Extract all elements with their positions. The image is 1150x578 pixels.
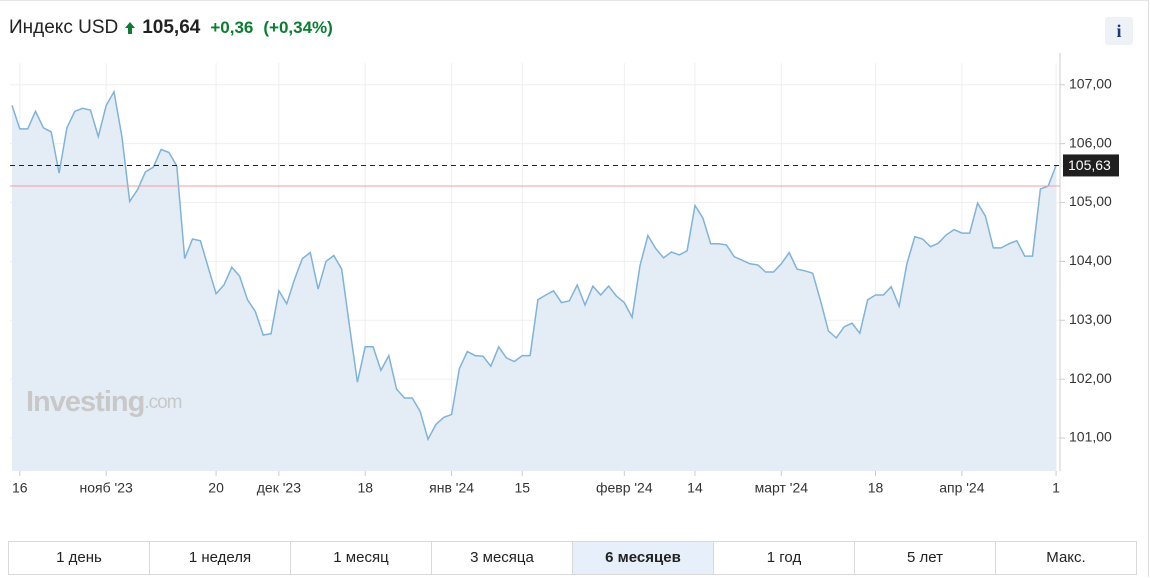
x-tick-label: дек '23 xyxy=(257,480,301,496)
range-button[interactable]: 1 месяц xyxy=(291,542,432,574)
info-button[interactable]: i xyxy=(1105,17,1133,45)
last-price-box xyxy=(1063,154,1119,177)
chart: 101,00 102,00 103,00 104,00 105,00 106,00 107,… xyxy=(10,53,1119,496)
x-tick-label: март '24 xyxy=(755,480,809,496)
range-button[interactable]: 1 неделя xyxy=(150,542,291,574)
range-button[interactable]: 1 год xyxy=(714,542,855,574)
watermark: Investing.com xyxy=(26,386,182,418)
x-tick-label: февр '24 xyxy=(596,480,653,496)
price: 105,64 xyxy=(142,17,201,38)
header: Индекс USD 105,64 +0,36 (+0,34%) xyxy=(9,17,333,39)
x-tick-label: 20 xyxy=(208,480,224,496)
watermark-brand: Investing xyxy=(26,386,144,418)
range-button[interactable]: 1 день xyxy=(9,542,150,574)
line xyxy=(11,89,1057,442)
range-button[interactable]: 6 месяцев xyxy=(573,542,714,574)
x-tick-label: 14 xyxy=(687,480,703,496)
change: +0,36 xyxy=(210,18,254,37)
range-button[interactable]: Макс. xyxy=(1046,549,1086,566)
watermark-suffix: .com xyxy=(144,392,181,413)
y-tick-label: 105,00 xyxy=(1069,193,1112,209)
x-tick-label: янв '24 xyxy=(429,480,474,496)
title: Индекс USD xyxy=(9,17,119,38)
x-tick-label: 1 xyxy=(1052,480,1060,496)
x-tick-label: 18 xyxy=(868,480,884,496)
y-tick-label: 101,00 xyxy=(1069,429,1112,445)
y-tick-label: 107,00 xyxy=(1069,75,1112,91)
x-tick-label: апр '24 xyxy=(939,480,985,496)
x-tick-label: 18 xyxy=(357,480,373,496)
y-tick-label: 103,00 xyxy=(1069,311,1112,327)
x-tick-label: нояб '23 xyxy=(80,480,133,496)
y-tick-label: 104,00 xyxy=(1069,252,1112,268)
range-button[interactable]: 5 лет xyxy=(855,542,996,574)
up-arrow xyxy=(125,22,136,34)
x-tick-label: 15 xyxy=(514,480,530,496)
last-price-label: 105,63 xyxy=(1068,157,1111,173)
range-button[interactable]: 3 месяца xyxy=(432,542,573,574)
y-tick-label: 102,00 xyxy=(1069,370,1112,386)
range-buttons: 1 день 1 неделя 1 месяц 3 месяца 6 месяцев 1 … xyxy=(8,541,1137,575)
x-tick-label: 16 xyxy=(12,480,28,496)
change-pct: (+0,34%) xyxy=(263,18,333,37)
y-tick-label: 106,00 xyxy=(1069,134,1112,150)
area xyxy=(11,91,1057,472)
